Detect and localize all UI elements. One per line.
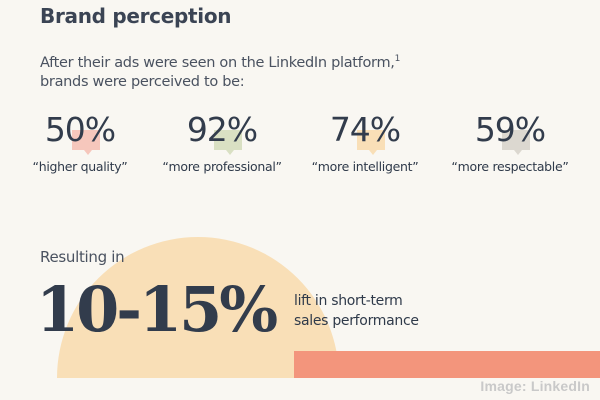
result-intro: Resulting in	[40, 248, 125, 266]
speech-bubble-icon	[501, 130, 530, 155]
footnote-marker: 1	[394, 54, 401, 64]
speech-bubble-icon	[71, 130, 100, 155]
stat-label: “more professional”	[162, 159, 282, 174]
subtitle: After their ads were seen on the LinkedI…	[40, 50, 400, 92]
stats-row: 50% “higher quality” 92% “more professio…	[0, 108, 600, 188]
subtitle-line-1: After their ads were seen on the LinkedI…	[40, 54, 395, 71]
stat-value: 92%	[186, 110, 258, 149]
stat-higher-quality: 50% “higher quality”	[20, 108, 140, 174]
stat-label: “higher quality”	[32, 159, 128, 174]
result-desc-line-1: lift in short-term	[294, 293, 403, 309]
stat-more-professional: 92% “more professional”	[157, 108, 287, 174]
stat-value: 74%	[329, 110, 401, 149]
stat-value: 50%	[44, 110, 116, 149]
stat-more-intelligent: 74% “more intelligent”	[305, 108, 425, 174]
result-value: 10-15%	[36, 273, 278, 346]
stat-label: “more respectable”	[451, 159, 569, 174]
speech-bubble-icon	[213, 130, 242, 155]
result-desc-line-2: sales performance	[294, 313, 419, 329]
image-credit: Image: LinkedIn	[480, 378, 590, 394]
stat-more-respectable: 59% “more respectable”	[440, 108, 580, 174]
decorative-bar	[294, 351, 600, 378]
subtitle-line-2: brands were perceived to be:	[40, 73, 245, 90]
speech-bubble-icon	[356, 130, 385, 155]
stat-value: 59%	[474, 110, 546, 149]
result-description: lift in short-term sales performance	[294, 291, 419, 331]
page-title: Brand perception	[40, 4, 232, 28]
stat-label: “more intelligent”	[311, 159, 419, 174]
